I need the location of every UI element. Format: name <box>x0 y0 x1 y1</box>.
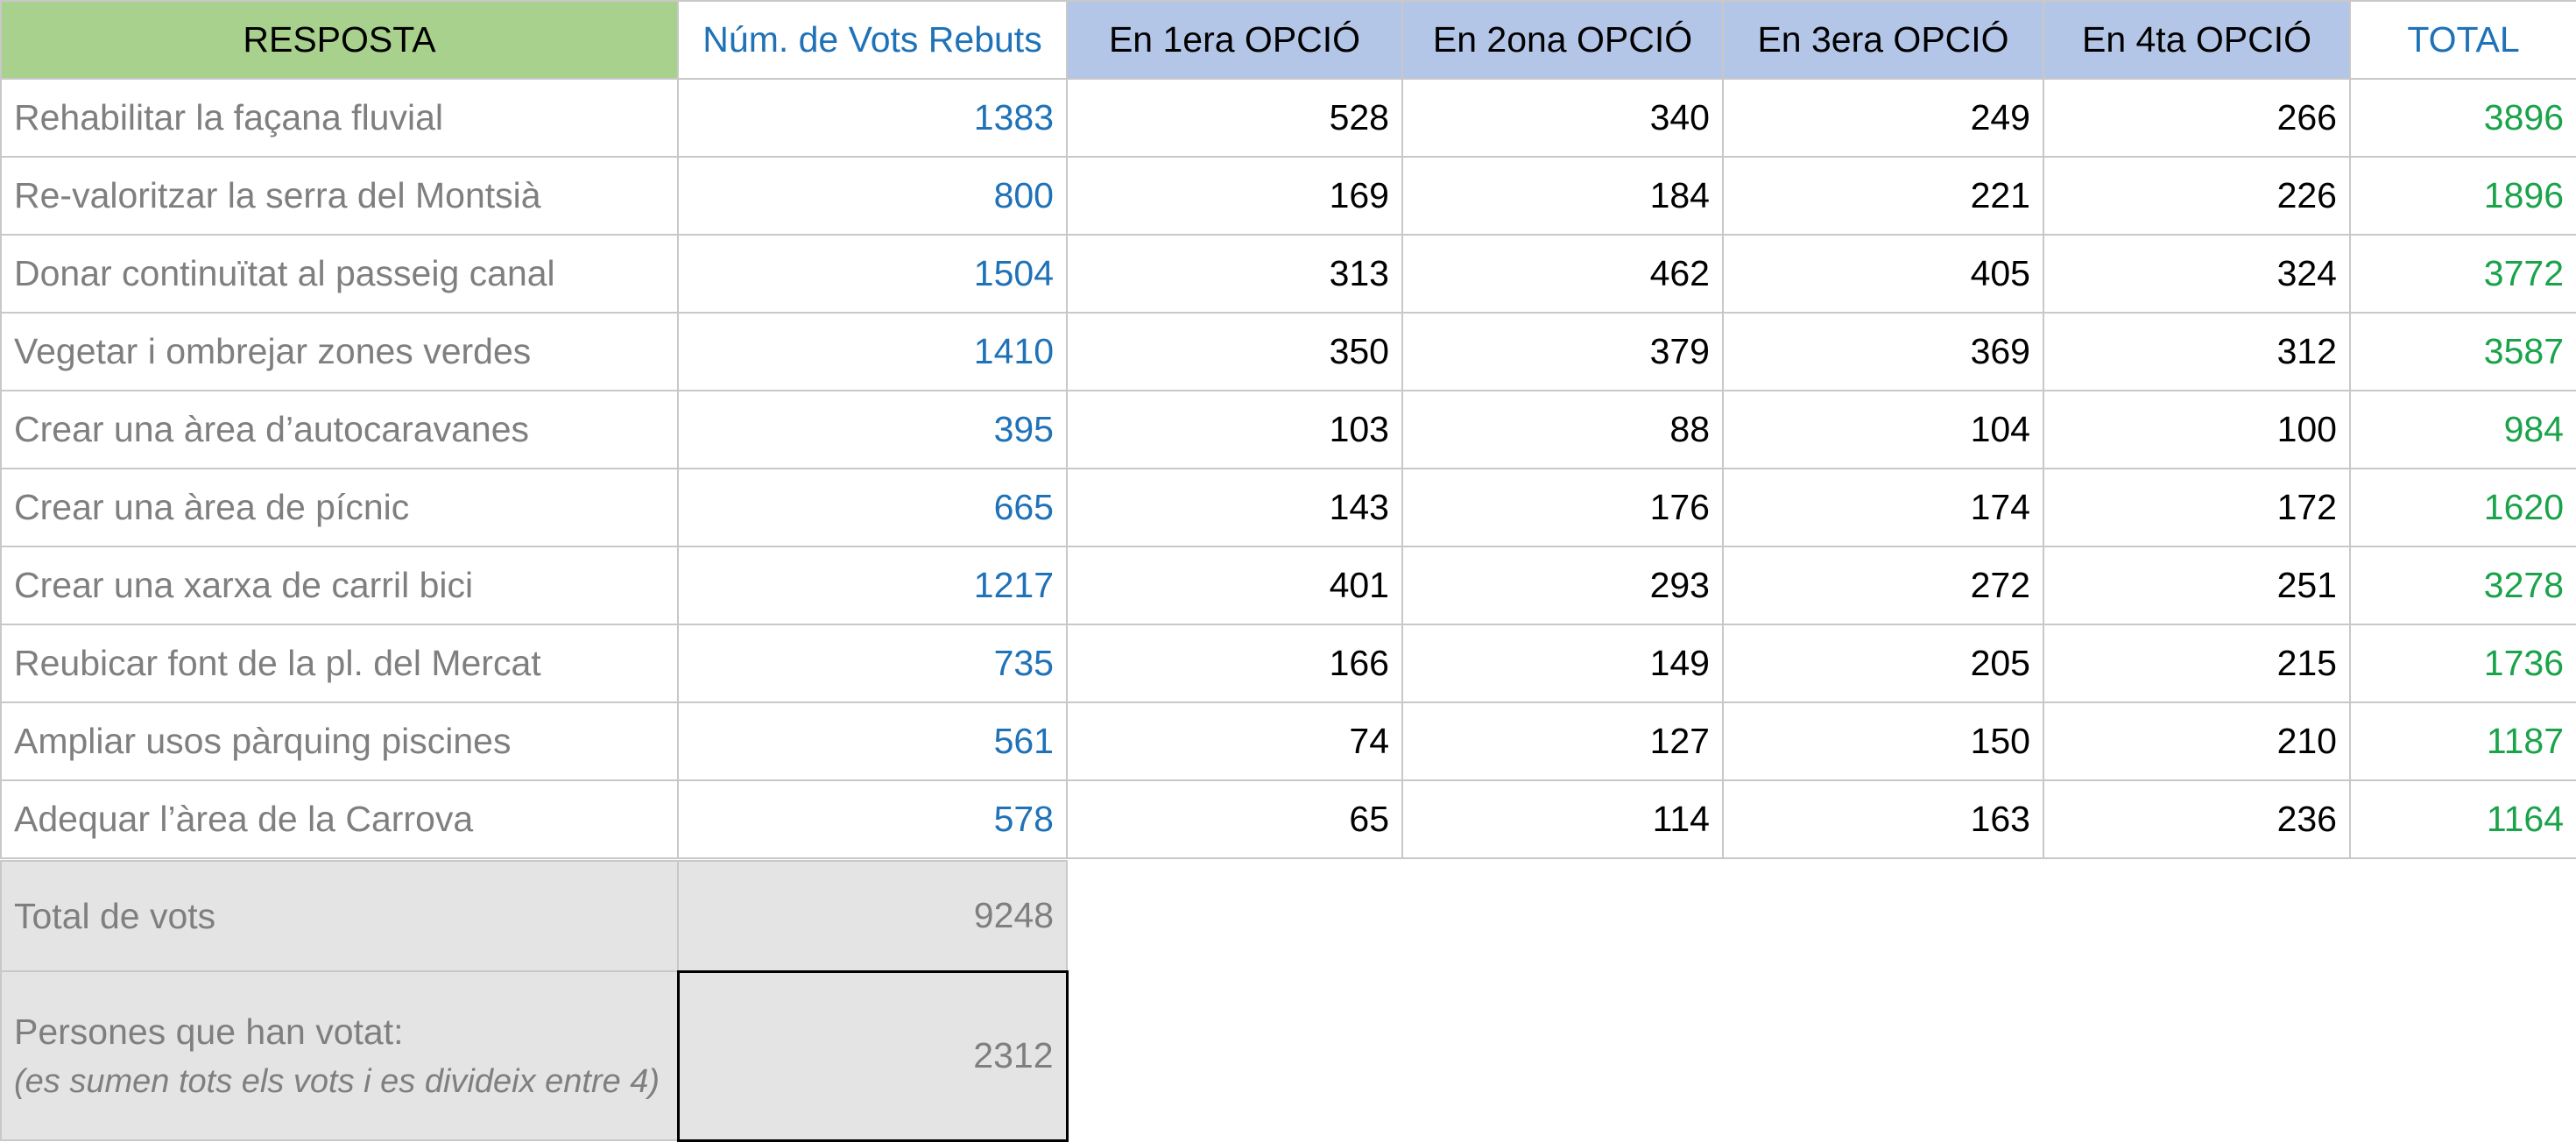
opcio-4-cell[interactable]: 215 <box>2043 624 2351 703</box>
opcio-4-cell[interactable]: 312 <box>2043 312 2351 391</box>
opcio-1-cell[interactable]: 74 <box>1066 701 1403 781</box>
table-row: Reubicar font de la pl. del Mercat 735 166… <box>0 624 2576 703</box>
total-vots-value[interactable]: 9248 <box>677 860 1068 972</box>
resposta-cell[interactable]: Adequar l’àrea de la Carrova <box>0 779 679 859</box>
opcio-1-cell[interactable]: 401 <box>1066 546 1403 625</box>
header-opcio-2[interactable]: En 2ona OPCIÓ <box>1401 0 1724 80</box>
vots-cell[interactable]: 1217 <box>677 546 1068 625</box>
total-vots-label[interactable]: Total de vots <box>0 860 679 972</box>
header-row: RESPOSTA Núm. de Vots Rebuts En 1era OPC… <box>0 0 2576 80</box>
opcio-4-cell[interactable]: 226 <box>2043 156 2351 236</box>
opcio-1-cell[interactable]: 528 <box>1066 78 1403 158</box>
opcio-3-cell[interactable]: 163 <box>1722 779 2044 859</box>
total-cell[interactable]: 3896 <box>2349 78 2576 158</box>
total-cell[interactable]: 1187 <box>2349 701 2576 781</box>
resposta-cell[interactable]: Rehabilitar la façana fluvial <box>0 78 679 158</box>
opcio-3-cell[interactable]: 150 <box>1722 701 2044 781</box>
opcio-3-cell[interactable]: 104 <box>1722 390 2044 469</box>
total-vots-row: Total de vots 9248 <box>0 860 1068 972</box>
opcio-1-cell[interactable]: 313 <box>1066 234 1403 314</box>
table-row: Crear una àrea de pícnic 665 143 176 174 172 1… <box>0 468 2576 547</box>
vots-cell[interactable]: 1410 <box>677 312 1068 391</box>
opcio-3-cell[interactable]: 369 <box>1722 312 2044 391</box>
opcio-1-cell[interactable]: 103 <box>1066 390 1403 469</box>
opcio-1-cell[interactable]: 166 <box>1066 624 1403 703</box>
total-cell[interactable]: 1620 <box>2349 468 2576 547</box>
vots-cell[interactable]: 800 <box>677 156 1068 236</box>
opcio-2-cell[interactable]: 293 <box>1401 546 1724 625</box>
opcio-3-cell[interactable]: 174 <box>1722 468 2044 547</box>
opcio-1-cell[interactable]: 143 <box>1066 468 1403 547</box>
opcio-3-cell[interactable]: 249 <box>1722 78 2044 158</box>
table-row: Vegetar i ombrejar zones verdes 1410 350 37… <box>0 312 2576 391</box>
table-row: Donar continuïtat al passeig canal 1504 31… <box>0 234 2576 314</box>
resposta-cell[interactable]: Crear una xarxa de carril bici <box>0 546 679 625</box>
table-row: Ampliar usos pàrquing piscines 561 74 127 15… <box>0 701 2576 781</box>
opcio-2-cell[interactable]: 184 <box>1401 156 1724 236</box>
total-cell[interactable]: 3772 <box>2349 234 2576 314</box>
opcio-3-cell[interactable]: 205 <box>1722 624 2044 703</box>
header-opcio-1[interactable]: En 1era OPCIÓ <box>1066 0 1403 80</box>
opcio-4-cell[interactable]: 172 <box>2043 468 2351 547</box>
persones-value[interactable]: 2312 <box>676 969 1069 1142</box>
vots-cell[interactable]: 735 <box>677 624 1068 703</box>
total-cell[interactable]: 3587 <box>2349 312 2576 391</box>
header-vots-rebuts[interactable]: Núm. de Vots Rebuts <box>677 0 1068 80</box>
persones-label-cell[interactable]: Persones que han votat: (es sumen tots e… <box>0 970 679 1141</box>
opcio-1-cell[interactable]: 350 <box>1066 312 1403 391</box>
table-row: Crear una àrea d’autocaravanes 395 103 88 10… <box>0 390 2576 469</box>
persones-label: Persones que han votat: <box>14 1011 404 1052</box>
table-row: Rehabilitar la façana fluvial 1383 528 340 2… <box>0 78 2576 158</box>
table-row: Adequar l’àrea de la Carrova 578 65 114 163 2… <box>0 779 2576 859</box>
resposta-cell[interactable]: Vegetar i ombrejar zones verdes <box>0 312 679 391</box>
opcio-2-cell[interactable]: 462 <box>1401 234 1724 314</box>
table-row: Crear una xarxa de carril bici 1217 401 293… <box>0 546 2576 625</box>
opcio-4-cell[interactable]: 100 <box>2043 390 2351 469</box>
opcio-1-cell[interactable]: 65 <box>1066 779 1403 859</box>
opcio-4-cell[interactable]: 236 <box>2043 779 2351 859</box>
opcio-2-cell[interactable]: 340 <box>1401 78 1724 158</box>
opcio-2-cell[interactable]: 88 <box>1401 390 1724 469</box>
opcio-3-cell[interactable]: 272 <box>1722 546 2044 625</box>
opcio-4-cell[interactable]: 210 <box>2043 701 2351 781</box>
vots-cell[interactable]: 1383 <box>677 78 1068 158</box>
resposta-cell[interactable]: Reubicar font de la pl. del Mercat <box>0 624 679 703</box>
summary-table: Total de vots 9248 Persones que han vota… <box>0 860 1069 1142</box>
opcio-3-cell[interactable]: 405 <box>1722 234 2044 314</box>
opcio-2-cell[interactable]: 379 <box>1401 312 1724 391</box>
opcio-4-cell[interactable]: 324 <box>2043 234 2351 314</box>
header-opcio-4[interactable]: En 4ta OPCIÓ <box>2043 0 2351 80</box>
persones-row: Persones que han votat: (es sumen tots e… <box>0 969 1069 1142</box>
table-row: Re-valoritzar la serra del Montsià 800 169… <box>0 156 2576 236</box>
resposta-cell[interactable]: Crear una àrea de pícnic <box>0 468 679 547</box>
opcio-4-cell[interactable]: 266 <box>2043 78 2351 158</box>
total-cell[interactable]: 3278 <box>2349 546 2576 625</box>
header-resposta[interactable]: RESPOSTA <box>0 0 679 80</box>
total-cell[interactable]: 1896 <box>2349 156 2576 236</box>
opcio-3-cell[interactable]: 221 <box>1722 156 2044 236</box>
vots-cell[interactable]: 395 <box>677 390 1068 469</box>
total-cell[interactable]: 1736 <box>2349 624 2576 703</box>
header-opcio-3[interactable]: En 3era OPCIÓ <box>1722 0 2044 80</box>
opcio-2-cell[interactable]: 127 <box>1401 701 1724 781</box>
votes-table: RESPOSTA Núm. de Vots Rebuts En 1era OPC… <box>0 0 2576 859</box>
vots-cell[interactable]: 1504 <box>677 234 1068 314</box>
opcio-2-cell[interactable]: 176 <box>1401 468 1724 547</box>
total-cell[interactable]: 984 <box>2349 390 2576 469</box>
vots-cell[interactable]: 561 <box>677 701 1068 781</box>
resposta-cell[interactable]: Donar continuïtat al passeig canal <box>0 234 679 314</box>
persones-note: (es sumen tots els vots i es divideix en… <box>14 1062 660 1100</box>
resposta-cell[interactable]: Ampliar usos pàrquing piscines <box>0 701 679 781</box>
resposta-cell[interactable]: Re-valoritzar la serra del Montsià <box>0 156 679 236</box>
opcio-1-cell[interactable]: 169 <box>1066 156 1403 236</box>
resposta-cell[interactable]: Crear una àrea d’autocaravanes <box>0 390 679 469</box>
header-total[interactable]: TOTAL <box>2349 0 2576 80</box>
opcio-2-cell[interactable]: 149 <box>1401 624 1724 703</box>
vots-cell[interactable]: 665 <box>677 468 1068 547</box>
vots-cell[interactable]: 578 <box>677 779 1068 859</box>
opcio-4-cell[interactable]: 251 <box>2043 546 2351 625</box>
opcio-2-cell[interactable]: 114 <box>1401 779 1724 859</box>
total-cell[interactable]: 1164 <box>2349 779 2576 859</box>
